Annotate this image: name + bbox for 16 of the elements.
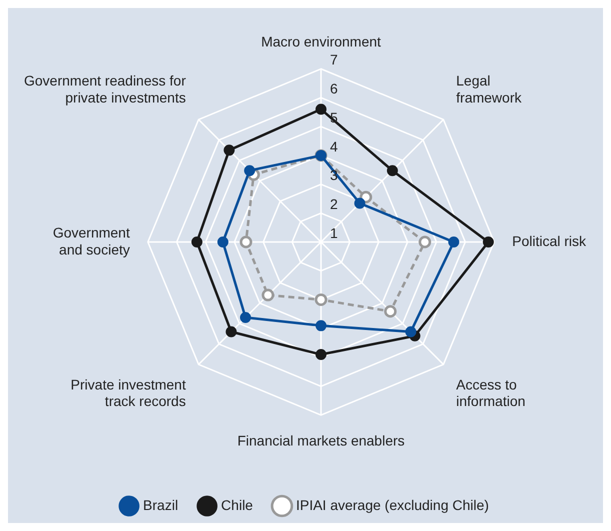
y-tick-label: 7 (330, 52, 338, 68)
spoke-label: Access to information (456, 376, 526, 410)
spoke-label: Government readiness for private investments (24, 72, 186, 106)
y-tick-label: 2 (330, 196, 338, 212)
spoke-label: Government and society (52, 224, 130, 258)
y-tick-label: 6 (330, 80, 338, 97)
spoke-label: Political risk (512, 232, 588, 249)
legend-label: Brazil (143, 496, 178, 513)
spoke-label: Financial markets enablers (237, 432, 405, 448)
spoke-label: Legal framework (456, 72, 522, 106)
y-tick-label: 1 (330, 224, 338, 241)
legend-label: Chile (221, 496, 254, 513)
spoke-label: Macro environment (261, 33, 382, 50)
spoke-label: Private investment track records (70, 376, 186, 410)
legend-label: IPIAI average (excluding Chile) (296, 496, 489, 513)
y-tick-label: 4 (330, 138, 338, 154)
